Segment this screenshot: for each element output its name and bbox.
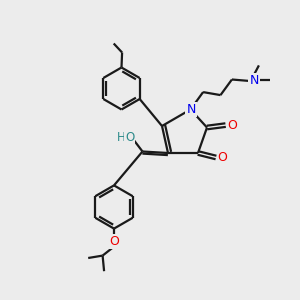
Text: O: O bbox=[227, 118, 237, 132]
Text: N: N bbox=[249, 74, 259, 87]
Text: N: N bbox=[186, 103, 196, 116]
Text: O: O bbox=[110, 235, 119, 248]
Text: O: O bbox=[125, 131, 134, 144]
Text: O: O bbox=[218, 151, 227, 164]
Text: H: H bbox=[117, 131, 126, 144]
